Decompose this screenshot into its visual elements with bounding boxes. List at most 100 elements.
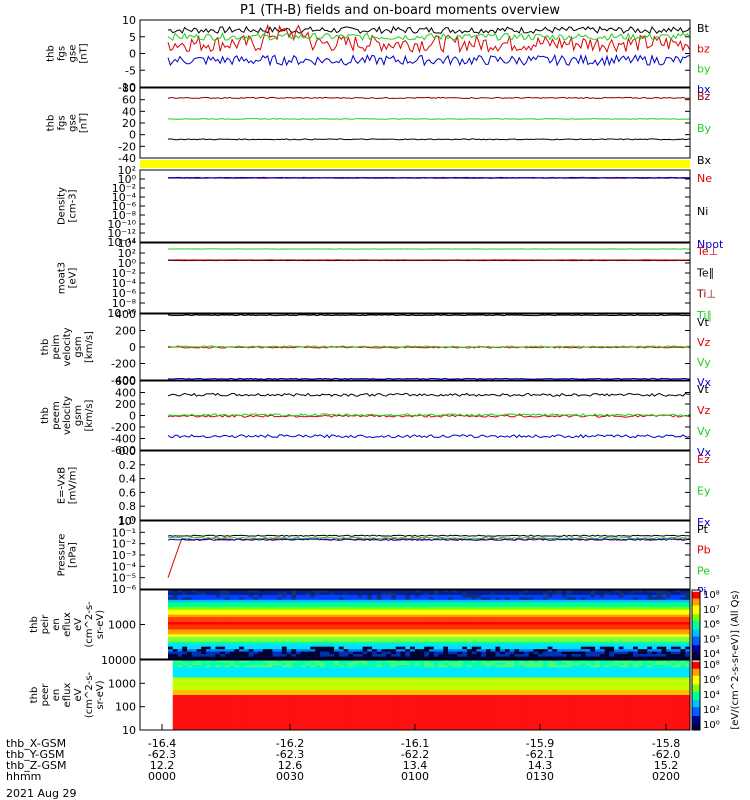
heatmap-cell xyxy=(533,649,539,652)
heatmap-cell xyxy=(490,656,496,660)
heatmap-cell xyxy=(343,639,349,643)
heatmap-cell xyxy=(210,592,216,596)
heatmap-cell xyxy=(671,644,677,647)
heatmap-cell xyxy=(675,590,681,593)
heatmap-cell xyxy=(481,682,487,686)
heatmap-cell xyxy=(338,677,344,681)
heatmap-cell xyxy=(675,644,681,647)
heatmap-cell xyxy=(628,667,634,671)
heatmap-cell xyxy=(172,672,178,676)
heatmap-cell xyxy=(462,680,468,683)
heatmap-cell xyxy=(424,687,430,691)
heatmap-cell xyxy=(262,641,268,645)
heatmap-cell xyxy=(405,636,411,640)
heatmap-cell xyxy=(523,597,529,601)
heatmap-cell xyxy=(443,695,449,698)
heatmap-cell xyxy=(367,656,373,660)
heatmap-cell xyxy=(547,646,553,650)
heatmap-cell xyxy=(685,641,691,645)
heatmap-cell xyxy=(253,636,259,640)
heatmap-cell xyxy=(367,590,373,593)
heatmap-cell xyxy=(637,602,643,606)
heatmap-cell xyxy=(172,660,178,663)
heatmap-cell xyxy=(329,690,335,693)
heatmap-cell xyxy=(400,629,406,633)
heatmap-cell xyxy=(410,695,416,698)
heatmap-cell xyxy=(580,624,586,628)
heatmap-cell xyxy=(661,649,667,652)
heatmap-cell xyxy=(637,639,643,643)
heatmap-cell xyxy=(571,641,577,645)
heatmap-cell xyxy=(291,619,297,623)
heatmap-cell xyxy=(229,692,235,696)
heatmap-cell xyxy=(566,665,572,668)
heatmap-cell xyxy=(182,612,188,615)
heatmap-cell xyxy=(376,682,382,686)
heatmap-cell xyxy=(267,590,273,593)
heatmap-cell xyxy=(286,646,292,650)
heatmap-cell xyxy=(172,682,178,686)
heatmap-cell xyxy=(386,660,392,663)
heatmap-cell xyxy=(386,612,392,615)
heatmap-cell xyxy=(604,607,610,611)
heatmap-cell xyxy=(680,626,686,630)
heatmap-cell xyxy=(495,685,501,688)
heatmap-cell xyxy=(272,626,278,630)
heatmap-cell xyxy=(277,634,283,638)
heatmap-cell xyxy=(633,641,639,645)
heatmap-cell xyxy=(495,604,501,608)
heatmap-cell xyxy=(296,670,302,673)
heatmap-cell xyxy=(457,685,463,688)
heatmap-cell xyxy=(642,590,648,593)
heatmap-cell xyxy=(447,624,454,628)
heatmap-cell xyxy=(447,654,454,657)
heatmap-cell xyxy=(552,651,558,655)
heatmap-cell xyxy=(168,654,174,657)
heatmap-cell xyxy=(595,685,601,688)
data-bar xyxy=(140,160,690,168)
heatmap-cell xyxy=(585,656,591,660)
heatmap-cell xyxy=(666,619,672,623)
heatmap-cell xyxy=(338,592,344,596)
heatmap-cell xyxy=(381,631,387,635)
heatmap-cell xyxy=(509,622,515,625)
heatmap-cell xyxy=(300,594,306,598)
heatmap-cell xyxy=(324,644,330,647)
heatmap-cell xyxy=(671,597,677,601)
heatmap-cell xyxy=(395,641,401,645)
heatmap-cell xyxy=(642,685,648,688)
heatmap-cell xyxy=(357,631,363,635)
heatmap-cell xyxy=(324,634,330,638)
heatmap-cell xyxy=(476,599,482,603)
heatmap-cell xyxy=(481,685,487,688)
heatmap-cell xyxy=(675,639,681,643)
heatmap-cell xyxy=(481,667,487,671)
heatmap-cell xyxy=(538,594,544,598)
heatmap-cell xyxy=(561,639,567,643)
heatmap-cell xyxy=(576,629,582,633)
heatmap-cell xyxy=(561,690,567,693)
heatmap-cell xyxy=(234,656,240,660)
heatmap-cell xyxy=(315,672,321,676)
heatmap-cell xyxy=(329,602,335,606)
heatmap-cell xyxy=(381,662,387,666)
heatmap-cell xyxy=(452,660,458,663)
heatmap-cell xyxy=(381,597,387,601)
heatmap-cell xyxy=(348,675,354,678)
heatmap-cell xyxy=(367,654,373,657)
heatmap-cell xyxy=(324,692,330,696)
heatmap-cell xyxy=(191,685,197,688)
heatmap-cell xyxy=(528,607,534,611)
heatmap-cell xyxy=(210,617,216,620)
heatmap-cell xyxy=(495,607,501,611)
heatmap-cell xyxy=(429,695,435,698)
heatmap-cell xyxy=(319,695,325,698)
heatmap-cell xyxy=(671,622,677,625)
heatmap-cell xyxy=(391,602,397,606)
heatmap-cell xyxy=(514,636,520,640)
heatmap-cell xyxy=(239,695,245,698)
heatmap-cell xyxy=(542,607,548,611)
heatmap-cell xyxy=(642,660,648,663)
heatmap-cell xyxy=(604,670,610,673)
heatmap-cell xyxy=(258,692,264,696)
